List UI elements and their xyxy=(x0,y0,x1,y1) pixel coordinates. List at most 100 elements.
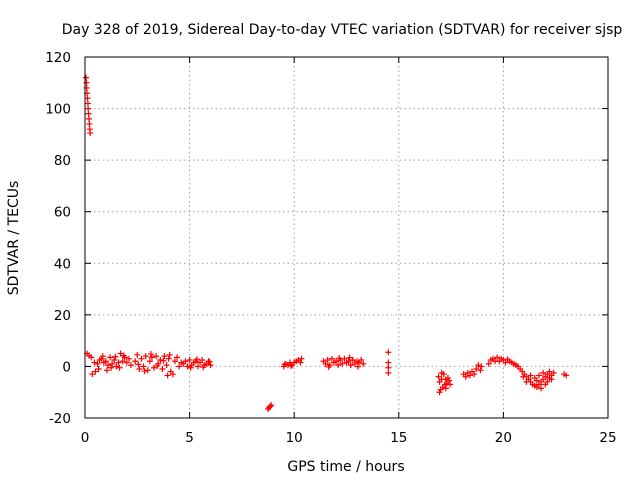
data-point xyxy=(113,363,120,370)
data-point xyxy=(132,358,139,365)
data-point xyxy=(112,353,119,360)
data-point xyxy=(471,371,478,378)
data-point xyxy=(138,355,145,362)
data-point xyxy=(281,361,288,368)
data-point xyxy=(502,359,509,366)
data-point xyxy=(347,362,354,369)
data-point xyxy=(154,362,161,369)
data-point xyxy=(184,363,191,370)
data-point xyxy=(485,360,492,367)
data-point xyxy=(436,389,443,396)
data-point xyxy=(288,362,295,369)
data-point xyxy=(462,373,469,380)
data-point xyxy=(146,358,153,365)
data-point xyxy=(523,378,530,385)
data-point xyxy=(542,381,549,388)
data-point xyxy=(165,355,172,362)
data-point xyxy=(108,364,115,371)
data-point xyxy=(182,358,189,365)
data-point xyxy=(136,366,143,373)
data-point xyxy=(92,368,99,375)
data-point xyxy=(148,354,155,361)
data-point xyxy=(83,79,90,86)
data-point xyxy=(169,371,176,378)
data-point xyxy=(473,366,480,373)
data-point xyxy=(385,364,392,371)
x-tick-labels: 0 5 10 15 20 25 xyxy=(81,430,617,446)
data-point xyxy=(163,362,170,369)
data-point xyxy=(117,350,124,357)
data-point xyxy=(442,385,449,392)
data-point xyxy=(336,355,343,362)
chart-title: Day 328 of 2019, Sidereal Day-to-day VTE… xyxy=(62,22,623,38)
data-point xyxy=(141,368,148,375)
data-point xyxy=(355,363,362,370)
data-point xyxy=(164,372,171,379)
data-point xyxy=(89,371,96,378)
data-point xyxy=(341,355,348,362)
y-axis-label: SDTVAR / TECUs xyxy=(6,181,22,296)
y-tick-label: 20 xyxy=(54,308,71,324)
data-point xyxy=(151,364,158,371)
data-point xyxy=(322,360,329,367)
data-point xyxy=(385,359,392,366)
data-point xyxy=(160,357,167,364)
data-point xyxy=(166,351,173,358)
data-point xyxy=(333,358,340,365)
data-point xyxy=(199,356,206,363)
x-tick-label: 20 xyxy=(495,430,512,446)
data-point xyxy=(550,369,557,376)
data-point xyxy=(200,364,207,371)
data-point xyxy=(207,362,214,369)
data-point xyxy=(88,354,95,361)
data-point xyxy=(265,405,272,412)
data-point xyxy=(298,355,305,362)
data-point xyxy=(438,369,445,376)
data-point xyxy=(84,100,91,107)
data-point xyxy=(535,372,542,379)
data-point xyxy=(358,356,365,363)
x-tick-label: 5 xyxy=(185,430,194,446)
data-point xyxy=(477,367,484,374)
data-point xyxy=(119,358,126,365)
data-point xyxy=(120,352,127,359)
data-point xyxy=(109,360,116,367)
x-axis-label: GPS time / hours xyxy=(287,459,404,475)
x-tick-label: 0 xyxy=(81,430,90,446)
data-point xyxy=(115,359,122,366)
data-point xyxy=(360,360,367,367)
y-tick-label: 0 xyxy=(62,359,71,375)
data-point xyxy=(140,363,147,370)
y-tick-label: -20 xyxy=(49,411,71,427)
x-tick-label: 25 xyxy=(599,430,616,446)
data-point xyxy=(546,368,553,375)
data-point xyxy=(85,115,92,122)
data-point xyxy=(134,351,141,358)
data-point xyxy=(194,363,201,370)
data-point xyxy=(153,353,160,360)
data-point xyxy=(346,354,353,361)
y-tick-label: 60 xyxy=(54,205,71,221)
data-point xyxy=(116,364,123,371)
data-point xyxy=(478,363,485,370)
data-point xyxy=(345,358,352,365)
data-point xyxy=(135,361,142,368)
data-point xyxy=(385,369,392,376)
data-point xyxy=(86,121,93,128)
data-point xyxy=(268,402,275,409)
data-point xyxy=(339,360,346,367)
plot-frame xyxy=(84,56,609,419)
y-tick-label: 40 xyxy=(54,256,71,272)
data-point xyxy=(144,367,151,374)
y-tick-label: 80 xyxy=(54,153,71,169)
data-point xyxy=(520,373,527,380)
data-point xyxy=(328,355,335,362)
y-tick-labels: -20 0 20 40 60 80 100 120 xyxy=(45,50,71,427)
data-point xyxy=(297,359,304,366)
grid-lines xyxy=(85,57,608,418)
data-point xyxy=(176,363,183,370)
data-point xyxy=(128,362,135,369)
data-point xyxy=(446,377,453,384)
